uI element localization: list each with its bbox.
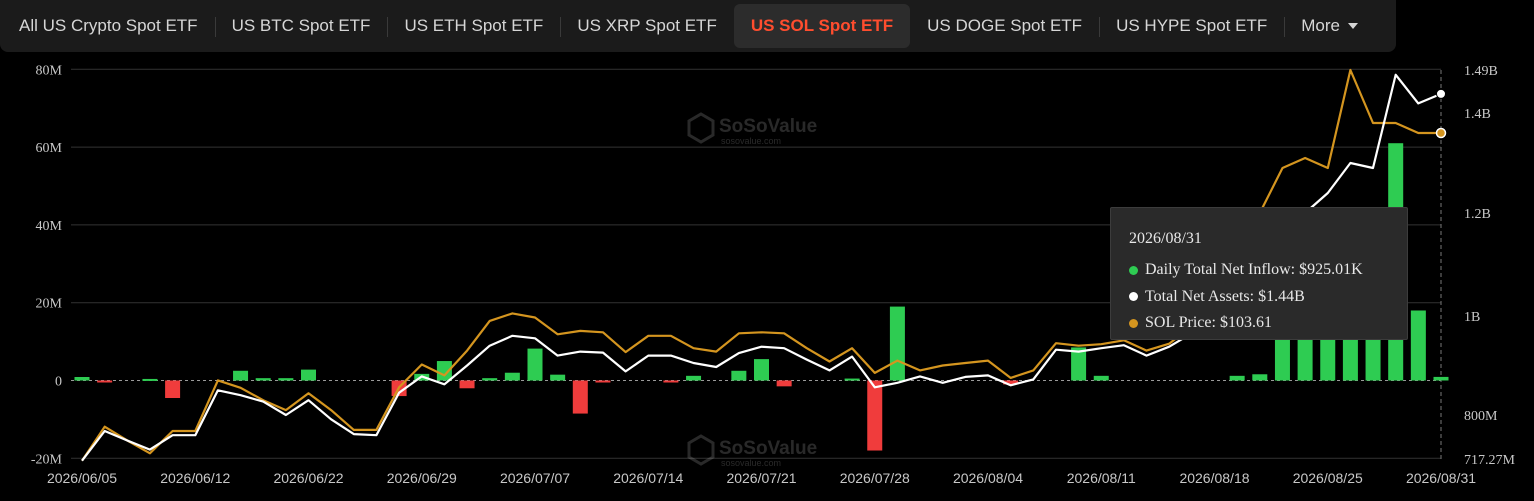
inflow-bar — [1320, 333, 1336, 381]
x-axis-tick: 2026/07/21 — [726, 470, 796, 486]
inflow-bar — [1071, 347, 1087, 381]
right-axis-tick: 1B — [1464, 310, 1480, 325]
outflow-bar — [1003, 380, 1019, 385]
tab-us-doge-spot-etf[interactable]: US DOGE Spot ETF — [927, 16, 1083, 35]
inflow-bar — [550, 374, 566, 381]
watermark-text: SoSoValue — [719, 438, 817, 459]
right-axis-tick: 800M — [1464, 409, 1498, 424]
tooltip-assets-label: Total Net Assets: $1.44B — [1145, 287, 1305, 305]
inflow-bar — [255, 378, 271, 381]
outflow-bar — [459, 380, 475, 389]
x-axis-tick: 2026/06/05 — [47, 470, 117, 486]
tooltip-row-assets: Total Net Assets: $1.44B — [1129, 284, 1407, 311]
inflow-bar — [1229, 375, 1245, 381]
inflow-bar — [1252, 374, 1268, 381]
price-dot-icon — [1129, 318, 1138, 328]
assets-dot-icon — [1129, 292, 1138, 302]
chart-tooltip: 2026/08/31 Daily Total Net Inflow: $925.… — [1110, 207, 1408, 340]
inflow-dot-icon — [1129, 265, 1138, 275]
right-axis-tick: 1.4B — [1464, 107, 1491, 122]
inflow-bar — [889, 306, 905, 381]
inflow-bar — [1410, 310, 1426, 381]
tooltip-row-price: SOL Price: $103.61 — [1129, 310, 1407, 337]
inflow-bar — [1433, 376, 1449, 381]
inflow-bar — [233, 370, 249, 381]
outflow-bar — [97, 380, 113, 383]
inflow-bar — [142, 378, 158, 381]
left-axis-tick: 80M — [36, 63, 63, 78]
x-axis-tick: 2026/06/12 — [160, 470, 230, 486]
outflow-bar — [165, 380, 181, 399]
sosovalue-logo-icon — [687, 434, 715, 466]
left-axis-tick: 60M — [36, 141, 63, 156]
more-label: More — [1301, 16, 1340, 35]
inflow-bar — [74, 376, 90, 381]
tooltip-date: 2026/08/31 — [1129, 230, 1202, 247]
outflow-bar — [595, 380, 611, 383]
tab-us-xrp-spot-etf[interactable]: US XRP Spot ETF — [560, 4, 734, 48]
right-axis-tick: 717.27M — [1464, 453, 1516, 468]
x-axis-tick: 2026/08/18 — [1179, 470, 1249, 486]
tab-us-btc-spot-etf[interactable]: US BTC Spot ETF — [214, 4, 388, 48]
inflow-bar — [686, 375, 702, 381]
tooltip-row-inflow: Daily Total Net Inflow: $925.01K — [1129, 257, 1407, 284]
tab-us-hype-spot-etf[interactable]: US HYPE Spot ETF — [1099, 4, 1284, 48]
sol-price-marker — [1435, 127, 1447, 139]
chevron-down-icon — [1347, 23, 1358, 29]
inflow-bar — [504, 372, 520, 381]
watermark-subtext: sosovalue.com — [721, 136, 781, 146]
x-axis-tick: 2026/08/31 — [1406, 470, 1476, 486]
watermark-text: SoSoValue — [719, 116, 817, 137]
x-axis-tick: 2026/06/22 — [273, 470, 343, 486]
inflow-bar — [1093, 375, 1109, 381]
inflow-bar — [731, 370, 747, 381]
etf-tab-bar: All US Crypto Spot ETF US BTC Spot ETF US … — [0, 0, 1396, 52]
outflow-bar — [867, 380, 883, 451]
inflow-bar — [844, 378, 860, 381]
tooltip-price-label: SOL Price: $103.61 — [1145, 314, 1272, 332]
tab-all-us-crypto-spot-etf[interactable]: All US Crypto Spot ETF — [19, 16, 198, 35]
outflow-bar — [776, 380, 792, 387]
net-assets-marker — [1436, 88, 1446, 99]
x-axis-tick: 2026/06/29 — [387, 470, 457, 486]
x-axis-tick: 2026/07/14 — [613, 470, 683, 486]
x-axis-tick: 2026/08/25 — [1293, 470, 1363, 486]
left-axis-tick: 0 — [55, 375, 62, 390]
x-axis-tick: 2026/08/11 — [1067, 470, 1136, 486]
outflow-bar — [663, 380, 679, 383]
tooltip-inflow-label: Daily Total Net Inflow: $925.01K — [1145, 261, 1363, 279]
tab-us-sol-spot-etf[interactable]: US SOL Spot ETF — [733, 4, 911, 48]
inflow-bar — [436, 361, 452, 381]
inflow-bar — [278, 378, 294, 381]
x-axis-tick: 2026/08/04 — [953, 470, 1023, 486]
x-axis-tick: 2026/07/07 — [500, 470, 570, 486]
inflow-bar — [754, 359, 769, 381]
inflow-bar — [527, 348, 543, 381]
left-axis-tick: 40M — [36, 219, 63, 234]
etf-flow-chart: SoSoValuesosovalue.comSoSoValuesosovalue… — [31, 63, 1516, 486]
right-axis-tick: 1.2B — [1464, 207, 1491, 222]
inflow-bar — [482, 378, 498, 381]
right-axis-tick: 1.49B — [1464, 64, 1498, 79]
left-axis-tick: 20M — [36, 297, 63, 312]
more-dropdown[interactable]: More — [1284, 4, 1375, 48]
inflow-bar — [301, 369, 316, 381]
x-axis-tick: 2026/07/28 — [840, 470, 910, 486]
outflow-bar — [572, 380, 588, 414]
tab-us-eth-spot-etf[interactable]: US ETH Spot ETF — [387, 4, 560, 48]
watermark-subtext: sosovalue.com — [721, 458, 781, 468]
sosovalue-logo-icon — [687, 112, 715, 144]
left-axis-tick: -20M — [31, 452, 63, 467]
